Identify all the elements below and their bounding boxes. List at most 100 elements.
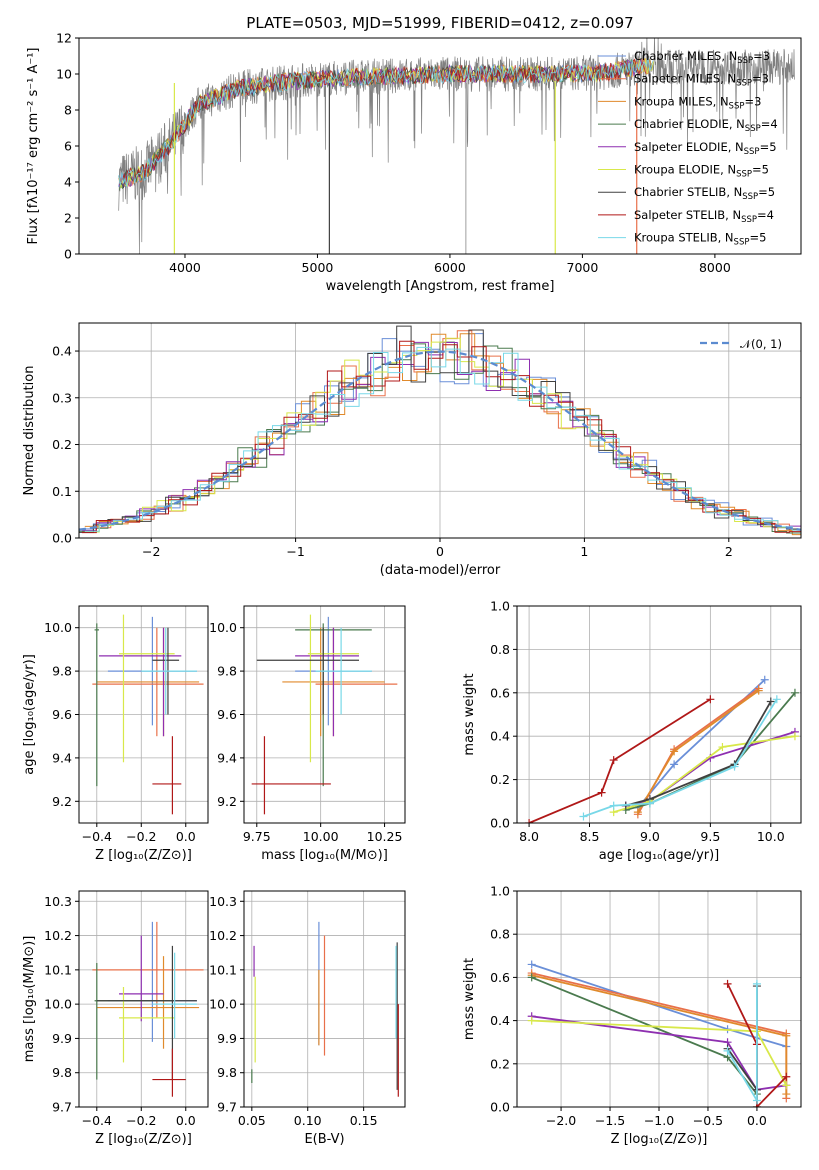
x-tick-label: 1 bbox=[580, 544, 588, 559]
legend-label: 𝒩(0, 1) bbox=[740, 337, 782, 351]
axes-frame bbox=[516, 890, 802, 1108]
axes-frame bbox=[243, 605, 406, 824]
y-tick-label: 9.4 bbox=[217, 750, 237, 765]
y-tick-label: 10.0 bbox=[44, 997, 72, 1012]
x-tick-label: −0.2 bbox=[126, 829, 156, 844]
y-tick-label: 0.6 bbox=[490, 970, 510, 985]
y-tick-label: 9.9 bbox=[52, 1031, 72, 1046]
x-tick-label: −1.0 bbox=[644, 1113, 674, 1128]
x-axis-label: Z [log₁₀(Z/Z⊙)] bbox=[611, 1132, 708, 1147]
y-axis-label: age [log₁₀(age/yr)] bbox=[22, 654, 37, 775]
weight-line-salpeter-elodie bbox=[531, 1015, 787, 1091]
y-tick-label: 9.2 bbox=[217, 794, 237, 809]
y-tick-label: 0.2 bbox=[490, 772, 510, 787]
weight-point-kroupa-miles bbox=[670, 747, 679, 756]
weight-point-chabrier-stelib bbox=[766, 697, 775, 706]
y-tick-label: 9.9 bbox=[217, 1031, 237, 1046]
weight-point-kroupa-elodie bbox=[782, 1081, 791, 1090]
weight-point-chabrier-miles bbox=[670, 760, 679, 769]
weight-point-salpeter-stelib bbox=[597, 788, 606, 797]
y-tick-label: 0.3 bbox=[52, 390, 72, 405]
x-tick-label: 8.5 bbox=[580, 829, 600, 844]
y-axis-label: mass weight bbox=[462, 673, 477, 755]
plot-area bbox=[527, 960, 791, 1107]
y-tick-label: 10.0 bbox=[209, 620, 237, 635]
panel-residuals: −2 −1 0 1 2 0.0 0.1 0.2 0.3 0.4 (data-model)/error… bbox=[22, 322, 802, 578]
legend-residuals: 𝒩(0, 1) bbox=[700, 337, 782, 351]
x-axis-label: mass [log₁₀(M/M⊙)] bbox=[261, 848, 388, 863]
weight-point-chabrier-elodie bbox=[527, 973, 536, 982]
y-tick-label: 0.2 bbox=[52, 437, 72, 452]
grid-lines bbox=[244, 606, 405, 823]
panel-mass_vs_ebv: 0.05 0.10 0.15 9.7 9.8 9.9 10.0 10.1 10.2 10.3 E(B… bbox=[209, 890, 406, 1147]
y-tick-label: 6 bbox=[64, 139, 72, 154]
y-tick-label: 10.3 bbox=[209, 894, 237, 909]
legend-label: Chabrier MILES, NSSP=3 bbox=[634, 49, 770, 66]
weight-point-salpeter-stelib bbox=[609, 756, 618, 765]
histogram-salpeter-stelib bbox=[81, 340, 801, 534]
weight-point-chabrier-miles bbox=[527, 960, 536, 969]
y-tick-label: 9.8 bbox=[217, 664, 237, 679]
y-tick-label: 0.8 bbox=[490, 927, 510, 942]
x-tick-label: −0.5 bbox=[693, 1113, 723, 1128]
weight-point-kroupa-stelib bbox=[730, 762, 739, 771]
x-axis-label: Z [log₁₀(Z/Z⊙)] bbox=[95, 848, 192, 863]
legend-label: Salpeter ELODIE, NSSP=5 bbox=[634, 140, 777, 157]
x-tick-label: 10.25 bbox=[367, 829, 403, 844]
x-axis-label: Z [log₁₀(Z/Z⊙)] bbox=[95, 1132, 192, 1147]
x-axis-label: wavelength [Angstrom, rest frame] bbox=[326, 279, 555, 294]
weight-point-kroupa-stelib bbox=[579, 812, 588, 821]
weight-point-kroupa-miles bbox=[754, 686, 763, 695]
y-tick-label: 2 bbox=[64, 211, 72, 226]
y-tick-label: 9.4 bbox=[52, 750, 72, 765]
grid-lines bbox=[79, 891, 208, 1108]
weight-point-kroupa-stelib bbox=[723, 1046, 732, 1055]
y-tick-label: 8 bbox=[64, 103, 72, 118]
weight-point-salpeter-stelib bbox=[782, 1072, 791, 1081]
x-tick-label: 6000 bbox=[434, 260, 466, 275]
weight-point-kroupa-miles bbox=[782, 1090, 791, 1099]
weight-point-salpeter-stelib bbox=[525, 819, 534, 823]
panel-weight_vs_Z: −2.0 −1.5 −1.0 −0.5 0.0 0.0 0.2 0.4 0.6 0.8 1.0 Z [… bbox=[462, 884, 802, 1147]
histogram-kroupa-stelib bbox=[84, 346, 801, 532]
model-kroupa-stelib bbox=[118, 58, 654, 187]
y-tick-label: 10 bbox=[56, 67, 72, 82]
x-tick-label: 9.75 bbox=[243, 829, 271, 844]
x-tick-label: 4000 bbox=[169, 260, 201, 275]
axes-frame bbox=[78, 890, 209, 1108]
axes-frame bbox=[243, 890, 406, 1108]
legend-label: Kroupa MILES, NSSP=3 bbox=[634, 94, 761, 111]
x-tick-label: 5000 bbox=[302, 260, 334, 275]
x-tick-label: 8.0 bbox=[519, 829, 539, 844]
weight-point-salpeter-stelib bbox=[723, 979, 732, 988]
x-tick-label: −2.0 bbox=[546, 1113, 576, 1128]
weight-point-kroupa-miles bbox=[782, 1031, 791, 1040]
weight-line-chabrier-stelib bbox=[625, 701, 772, 807]
weight-point-kroupa-stelib bbox=[772, 695, 781, 704]
weight-line-chabrier-elodie bbox=[625, 692, 796, 811]
y-tick-label: 9.7 bbox=[52, 1100, 72, 1115]
y-tick-label: 9.8 bbox=[52, 664, 72, 679]
legend-label: Kroupa STELIB, NSSP=5 bbox=[634, 231, 766, 248]
plot-area bbox=[118, 38, 795, 254]
grid-lines bbox=[79, 606, 208, 823]
y-tick-label: 10.0 bbox=[44, 620, 72, 635]
y-axis-label: mass weight bbox=[462, 958, 477, 1040]
panel-weight_vs_age: 8.0 8.5 9.0 9.5 10.0 0.0 0.2 0.4 0.6 0.8 1.0 age [l… bbox=[462, 599, 802, 863]
y-tick-label: 0.4 bbox=[490, 729, 510, 744]
plot-area bbox=[92, 614, 204, 815]
legend-spectrum: Chabrier MILES, NSSP=3 Salpeter MILES, NS… bbox=[598, 49, 778, 248]
weight-point-kroupa-miles bbox=[633, 808, 642, 817]
x-tick-label: 9.5 bbox=[700, 829, 720, 844]
axes-frame bbox=[78, 37, 802, 255]
y-tick-label: 0 bbox=[64, 247, 72, 262]
y-tick-label: 0.1 bbox=[52, 484, 72, 499]
x-tick-label: −2 bbox=[142, 544, 160, 559]
weight-point-kroupa-stelib bbox=[752, 979, 761, 988]
weight-point-kroupa-stelib bbox=[609, 801, 618, 810]
y-tick-label: 0.6 bbox=[490, 685, 510, 700]
histogram-chabrier-stelib bbox=[79, 325, 801, 533]
y-axis-label: Flux [fλ10⁻¹⁷ erg cm⁻² s⁻¹ A⁻¹] bbox=[26, 48, 41, 245]
x-axis-label: age [log₁₀(age/yr)] bbox=[599, 848, 720, 863]
